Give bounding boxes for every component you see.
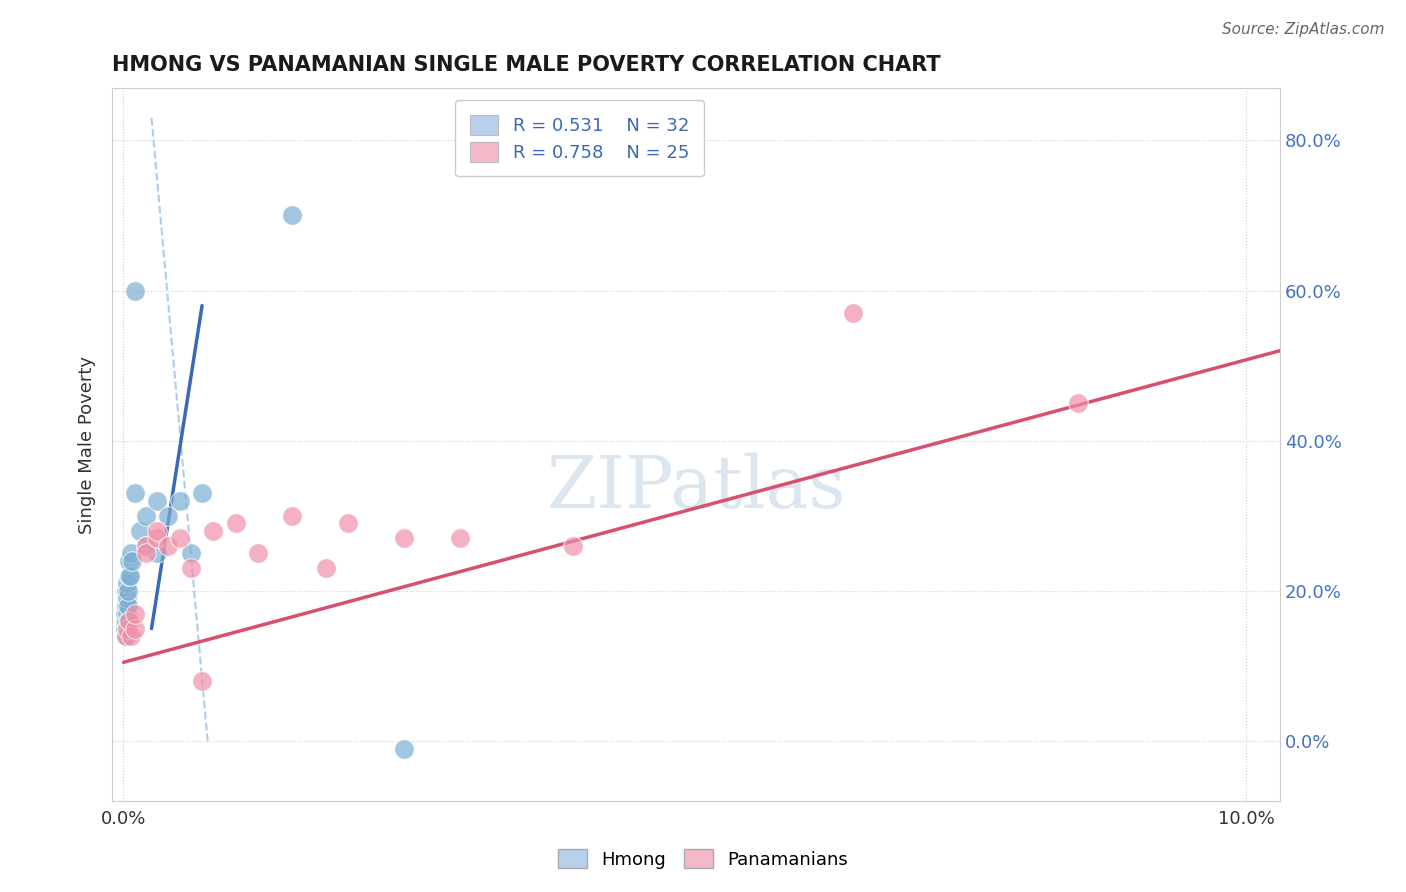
Text: ZIPatlas: ZIPatlas bbox=[547, 452, 846, 523]
Point bbox=[120, 546, 142, 560]
Point bbox=[114, 629, 136, 643]
Point bbox=[118, 614, 141, 628]
Point bbox=[114, 614, 136, 628]
Text: 0.0%: 0.0% bbox=[101, 810, 146, 829]
Y-axis label: Single Male Poverty: Single Male Poverty bbox=[79, 356, 96, 533]
Point bbox=[115, 576, 138, 591]
Point bbox=[146, 546, 169, 560]
Point bbox=[118, 569, 141, 583]
Point bbox=[449, 532, 471, 546]
Point bbox=[191, 674, 214, 689]
Point bbox=[191, 486, 214, 500]
Text: HMONG VS PANAMANIAN SINGLE MALE POVERTY CORRELATION CHART: HMONG VS PANAMANIAN SINGLE MALE POVERTY … bbox=[112, 55, 941, 75]
Point bbox=[115, 622, 138, 636]
Point bbox=[115, 607, 138, 621]
Point bbox=[124, 284, 146, 298]
Point bbox=[202, 524, 225, 538]
Point bbox=[392, 741, 415, 756]
Point bbox=[114, 622, 136, 636]
Point bbox=[146, 494, 169, 508]
Point bbox=[124, 622, 146, 636]
Point bbox=[281, 209, 304, 223]
Point bbox=[117, 614, 139, 628]
Point bbox=[337, 516, 360, 531]
Point bbox=[124, 486, 146, 500]
Point bbox=[247, 546, 270, 560]
Point bbox=[315, 561, 337, 575]
Point bbox=[1067, 396, 1090, 410]
Point bbox=[121, 554, 143, 568]
Point bbox=[180, 546, 202, 560]
Point bbox=[114, 614, 136, 628]
Point bbox=[169, 532, 191, 546]
Point bbox=[117, 584, 139, 599]
Point bbox=[120, 569, 142, 583]
Point bbox=[114, 607, 136, 621]
Point bbox=[146, 524, 169, 538]
Point bbox=[135, 539, 157, 553]
Point bbox=[157, 508, 180, 523]
Point bbox=[169, 494, 191, 508]
Point bbox=[146, 532, 169, 546]
Point bbox=[135, 539, 157, 553]
Point bbox=[135, 508, 157, 523]
Point bbox=[114, 629, 136, 643]
Point bbox=[115, 591, 138, 606]
Point bbox=[117, 599, 139, 613]
Point bbox=[114, 599, 136, 613]
Point bbox=[118, 554, 141, 568]
Point bbox=[225, 516, 247, 531]
Point bbox=[561, 539, 583, 553]
Point bbox=[157, 539, 180, 553]
Point bbox=[281, 508, 304, 523]
Point bbox=[180, 561, 202, 575]
Point bbox=[135, 546, 157, 560]
Legend: Hmong, Panamanians: Hmong, Panamanians bbox=[551, 841, 855, 876]
Text: 10.0%: 10.0% bbox=[1218, 810, 1275, 829]
Point bbox=[115, 622, 138, 636]
Point bbox=[392, 532, 415, 546]
Legend: R = 0.531    N = 32, R = 0.758    N = 25: R = 0.531 N = 32, R = 0.758 N = 25 bbox=[456, 101, 703, 177]
Point bbox=[124, 607, 146, 621]
Point bbox=[120, 629, 142, 643]
Point bbox=[129, 524, 152, 538]
Point bbox=[114, 584, 136, 599]
Text: Source: ZipAtlas.com: Source: ZipAtlas.com bbox=[1222, 22, 1385, 37]
Point bbox=[842, 306, 865, 320]
